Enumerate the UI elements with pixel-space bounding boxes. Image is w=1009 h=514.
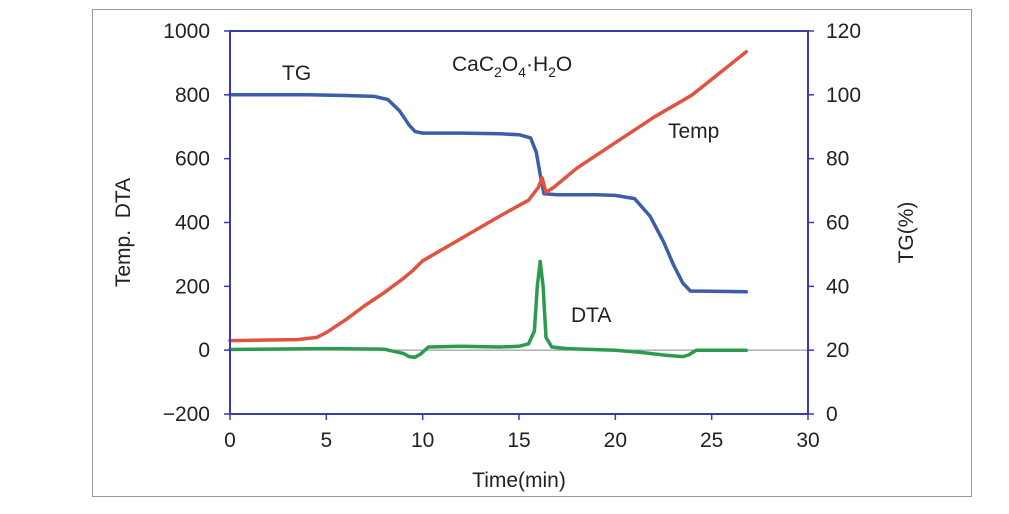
y-right-tick-label: 80 — [826, 148, 849, 171]
y-left-tick-label: 1000 — [163, 20, 210, 43]
x-tick-label: 5 — [320, 429, 332, 452]
y-left-tick-label: 200 — [175, 275, 210, 298]
y-right-tick-label: 60 — [826, 212, 849, 235]
x-tick-label: 10 — [411, 429, 434, 452]
series-line-dta — [228, 259, 749, 359]
plot-area — [229, 30, 809, 415]
series-line-tg — [228, 93, 749, 294]
y-left-tick-label: −200 — [163, 403, 210, 426]
temp-annotation: Temp — [668, 120, 719, 143]
x-axis-label: Time(min) — [472, 469, 566, 492]
y-right-tick-label: 20 — [826, 339, 849, 362]
compound-annotation: CaC2O4·H2O — [452, 53, 572, 80]
y-axis-label-right: TG(%) — [895, 202, 918, 264]
y-left-tick-label: 800 — [175, 84, 210, 107]
x-tick-label: 20 — [604, 429, 627, 452]
x-tick-label: 15 — [507, 429, 530, 452]
x-tick-label: 25 — [700, 429, 723, 452]
y-left-tick-label: 600 — [175, 148, 210, 171]
y-left-tick-label: 400 — [175, 212, 210, 235]
y-right-tick-label: 40 — [826, 275, 849, 298]
dta-annotation: DTA — [571, 304, 611, 327]
series-line-temp — [228, 49, 749, 343]
y-right-tick-label: 0 — [826, 403, 838, 426]
chart-frame — [92, 9, 972, 497]
tg-annotation: TG — [282, 62, 311, 85]
x-tick-label: 30 — [796, 429, 819, 452]
y-right-tick-label: 100 — [826, 84, 861, 107]
y-right-tick-label: 120 — [826, 20, 861, 43]
y-axis-label-left: Temp. DTA — [112, 178, 135, 287]
x-tick-label: 0 — [224, 429, 236, 452]
y-left-tick-label: 0 — [198, 339, 210, 362]
